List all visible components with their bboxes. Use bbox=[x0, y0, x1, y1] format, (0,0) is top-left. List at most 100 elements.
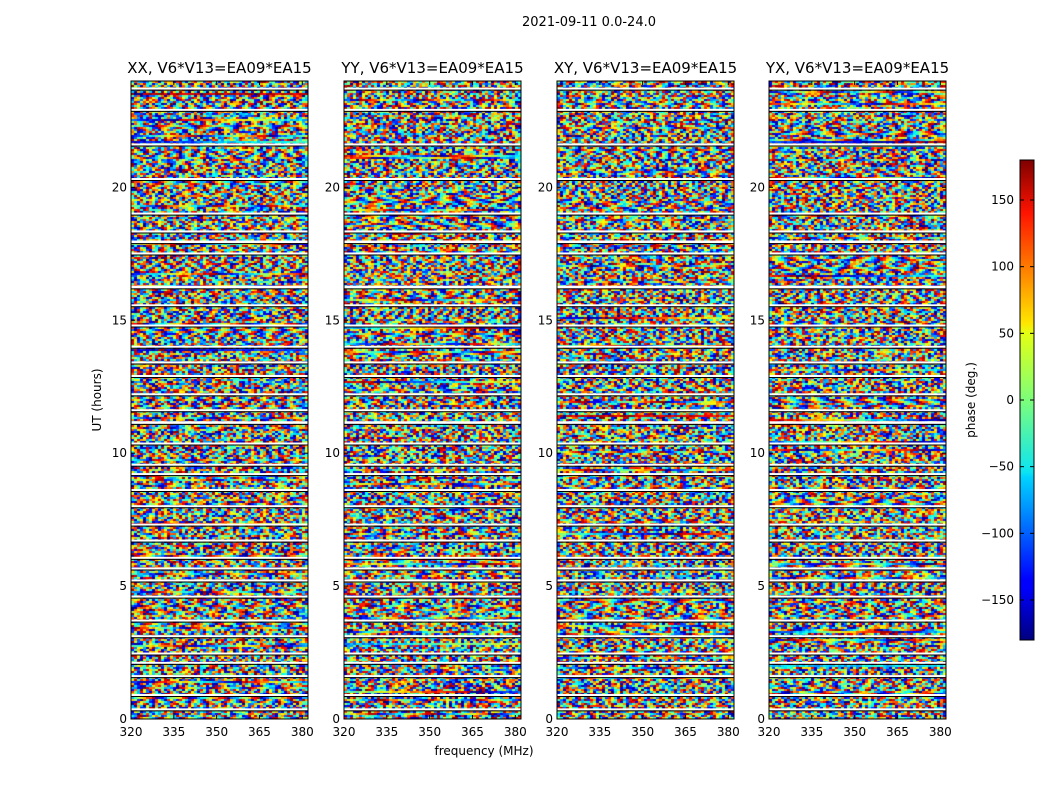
flagged-gap bbox=[557, 87, 734, 90]
flagged-gap bbox=[557, 345, 734, 348]
flagged-gap bbox=[769, 108, 946, 111]
x-tick-label: 350 bbox=[418, 725, 441, 739]
panel-title: YX, V6*V13=EA09*EA15 bbox=[765, 59, 949, 77]
y-tick-label: 5 bbox=[757, 579, 765, 593]
flagged-gap bbox=[557, 661, 734, 664]
flagged-gap bbox=[344, 304, 521, 307]
flagged-gap bbox=[557, 523, 734, 526]
flagged-gap bbox=[131, 393, 308, 396]
y-tick-label: 0 bbox=[545, 712, 553, 726]
y-tick-label: 10 bbox=[538, 446, 553, 460]
x-tick-label: 380 bbox=[717, 725, 740, 739]
flagged-gap bbox=[131, 473, 308, 476]
flagged-gap bbox=[557, 505, 734, 508]
flagged-gap bbox=[769, 421, 946, 424]
flagged-gap bbox=[769, 285, 946, 289]
flagged-gap bbox=[131, 361, 308, 364]
y-tick-label: 20 bbox=[112, 180, 127, 194]
flagged-gap bbox=[131, 409, 308, 412]
figure-title: 2021-09-11 0.0-24.0 bbox=[522, 15, 656, 30]
y-tick-label: 0 bbox=[119, 712, 127, 726]
flagged-gap bbox=[557, 708, 734, 711]
flagged-gap bbox=[131, 595, 308, 598]
flagged-gap bbox=[131, 463, 308, 466]
flagged-gap bbox=[344, 694, 521, 697]
flagged-gap bbox=[344, 178, 521, 181]
flagged-gap bbox=[131, 675, 308, 678]
colorbar-label: phase (deg.) bbox=[964, 362, 978, 438]
flagged-gap bbox=[769, 694, 946, 697]
panel-frame bbox=[130, 80, 309, 720]
x-tick-label: 320 bbox=[546, 725, 569, 739]
flagged-gap bbox=[557, 304, 734, 307]
flagged-gap bbox=[769, 324, 946, 327]
flagged-gap bbox=[557, 375, 734, 378]
y-axis-label: UT (hours) bbox=[90, 368, 104, 431]
flagged-gap bbox=[131, 523, 308, 526]
flagged-gap bbox=[557, 393, 734, 396]
flagged-gap bbox=[344, 324, 521, 327]
flagged-gap bbox=[557, 178, 734, 181]
flagged-gap bbox=[344, 635, 521, 638]
flagged-gap bbox=[344, 252, 521, 255]
flagged-gap bbox=[131, 87, 308, 90]
x-tick-label: 365 bbox=[674, 725, 697, 739]
flagged-gap bbox=[344, 345, 521, 348]
flagged-gap bbox=[557, 463, 734, 466]
flagged-gap bbox=[131, 694, 308, 697]
flagged-gap bbox=[557, 595, 734, 598]
x-tick-label: 320 bbox=[333, 725, 356, 739]
x-tick-label: 365 bbox=[461, 725, 484, 739]
x-tick-label: 335 bbox=[375, 725, 398, 739]
flagged-gap bbox=[131, 178, 308, 181]
flagged-gap bbox=[344, 505, 521, 508]
flagged-gap bbox=[769, 361, 946, 364]
flagged-gap bbox=[769, 489, 946, 492]
x-tick-label: 380 bbox=[291, 725, 314, 739]
phase-heatmap bbox=[557, 81, 734, 719]
flagged-gap bbox=[131, 442, 308, 445]
flagged-gap bbox=[131, 421, 308, 424]
x-tick-label: 335 bbox=[588, 725, 611, 739]
flagged-gap bbox=[344, 409, 521, 412]
panel-title: YY, V6*V13=EA09*EA15 bbox=[340, 59, 523, 77]
x-tick-label: 335 bbox=[162, 725, 185, 739]
flagged-gap bbox=[557, 361, 734, 364]
flagged-gap bbox=[769, 393, 946, 396]
panel-xx: XX, V6*V13=EA09*EA15 320 335 350 365 380 0 5 10 1… bbox=[112, 59, 314, 739]
flagged-gap bbox=[769, 708, 946, 711]
y-tick-label: 10 bbox=[112, 446, 127, 460]
flagged-gap bbox=[769, 409, 946, 412]
flagged-gap bbox=[131, 230, 308, 233]
y-tick-label: 5 bbox=[332, 579, 340, 593]
y-tick-label: 15 bbox=[112, 313, 127, 327]
flagged-gap bbox=[557, 442, 734, 445]
colorbar-tick-label: −100 bbox=[981, 526, 1014, 540]
y-tick-label: 20 bbox=[325, 180, 340, 194]
colorbar-tick-label: 0 bbox=[1006, 393, 1014, 407]
flagged-gap bbox=[344, 539, 521, 542]
flagged-gap bbox=[131, 304, 308, 307]
flagged-gap bbox=[769, 212, 946, 215]
flagged-gap bbox=[131, 345, 308, 348]
flagged-gap bbox=[769, 579, 946, 582]
flagged-gap bbox=[769, 240, 946, 244]
colorbar-tick-label: 150 bbox=[991, 193, 1014, 207]
flagged-gap bbox=[557, 539, 734, 542]
x-tick-label: 365 bbox=[886, 725, 909, 739]
flagged-gap bbox=[769, 345, 946, 348]
flagged-gap bbox=[557, 473, 734, 476]
flagged-gap bbox=[769, 463, 946, 466]
colorbar-tick-label: 50 bbox=[999, 326, 1014, 340]
flagged-gap bbox=[344, 556, 521, 559]
flagged-gap bbox=[769, 635, 946, 638]
flagged-gap bbox=[131, 375, 308, 378]
flagged-gap bbox=[344, 675, 521, 678]
y-tick-label: 5 bbox=[545, 579, 553, 593]
flagged-gap bbox=[344, 442, 521, 445]
flagged-gap bbox=[131, 252, 308, 255]
flagged-gap bbox=[557, 252, 734, 255]
flagged-gap bbox=[769, 178, 946, 181]
flagged-gap bbox=[557, 324, 734, 327]
